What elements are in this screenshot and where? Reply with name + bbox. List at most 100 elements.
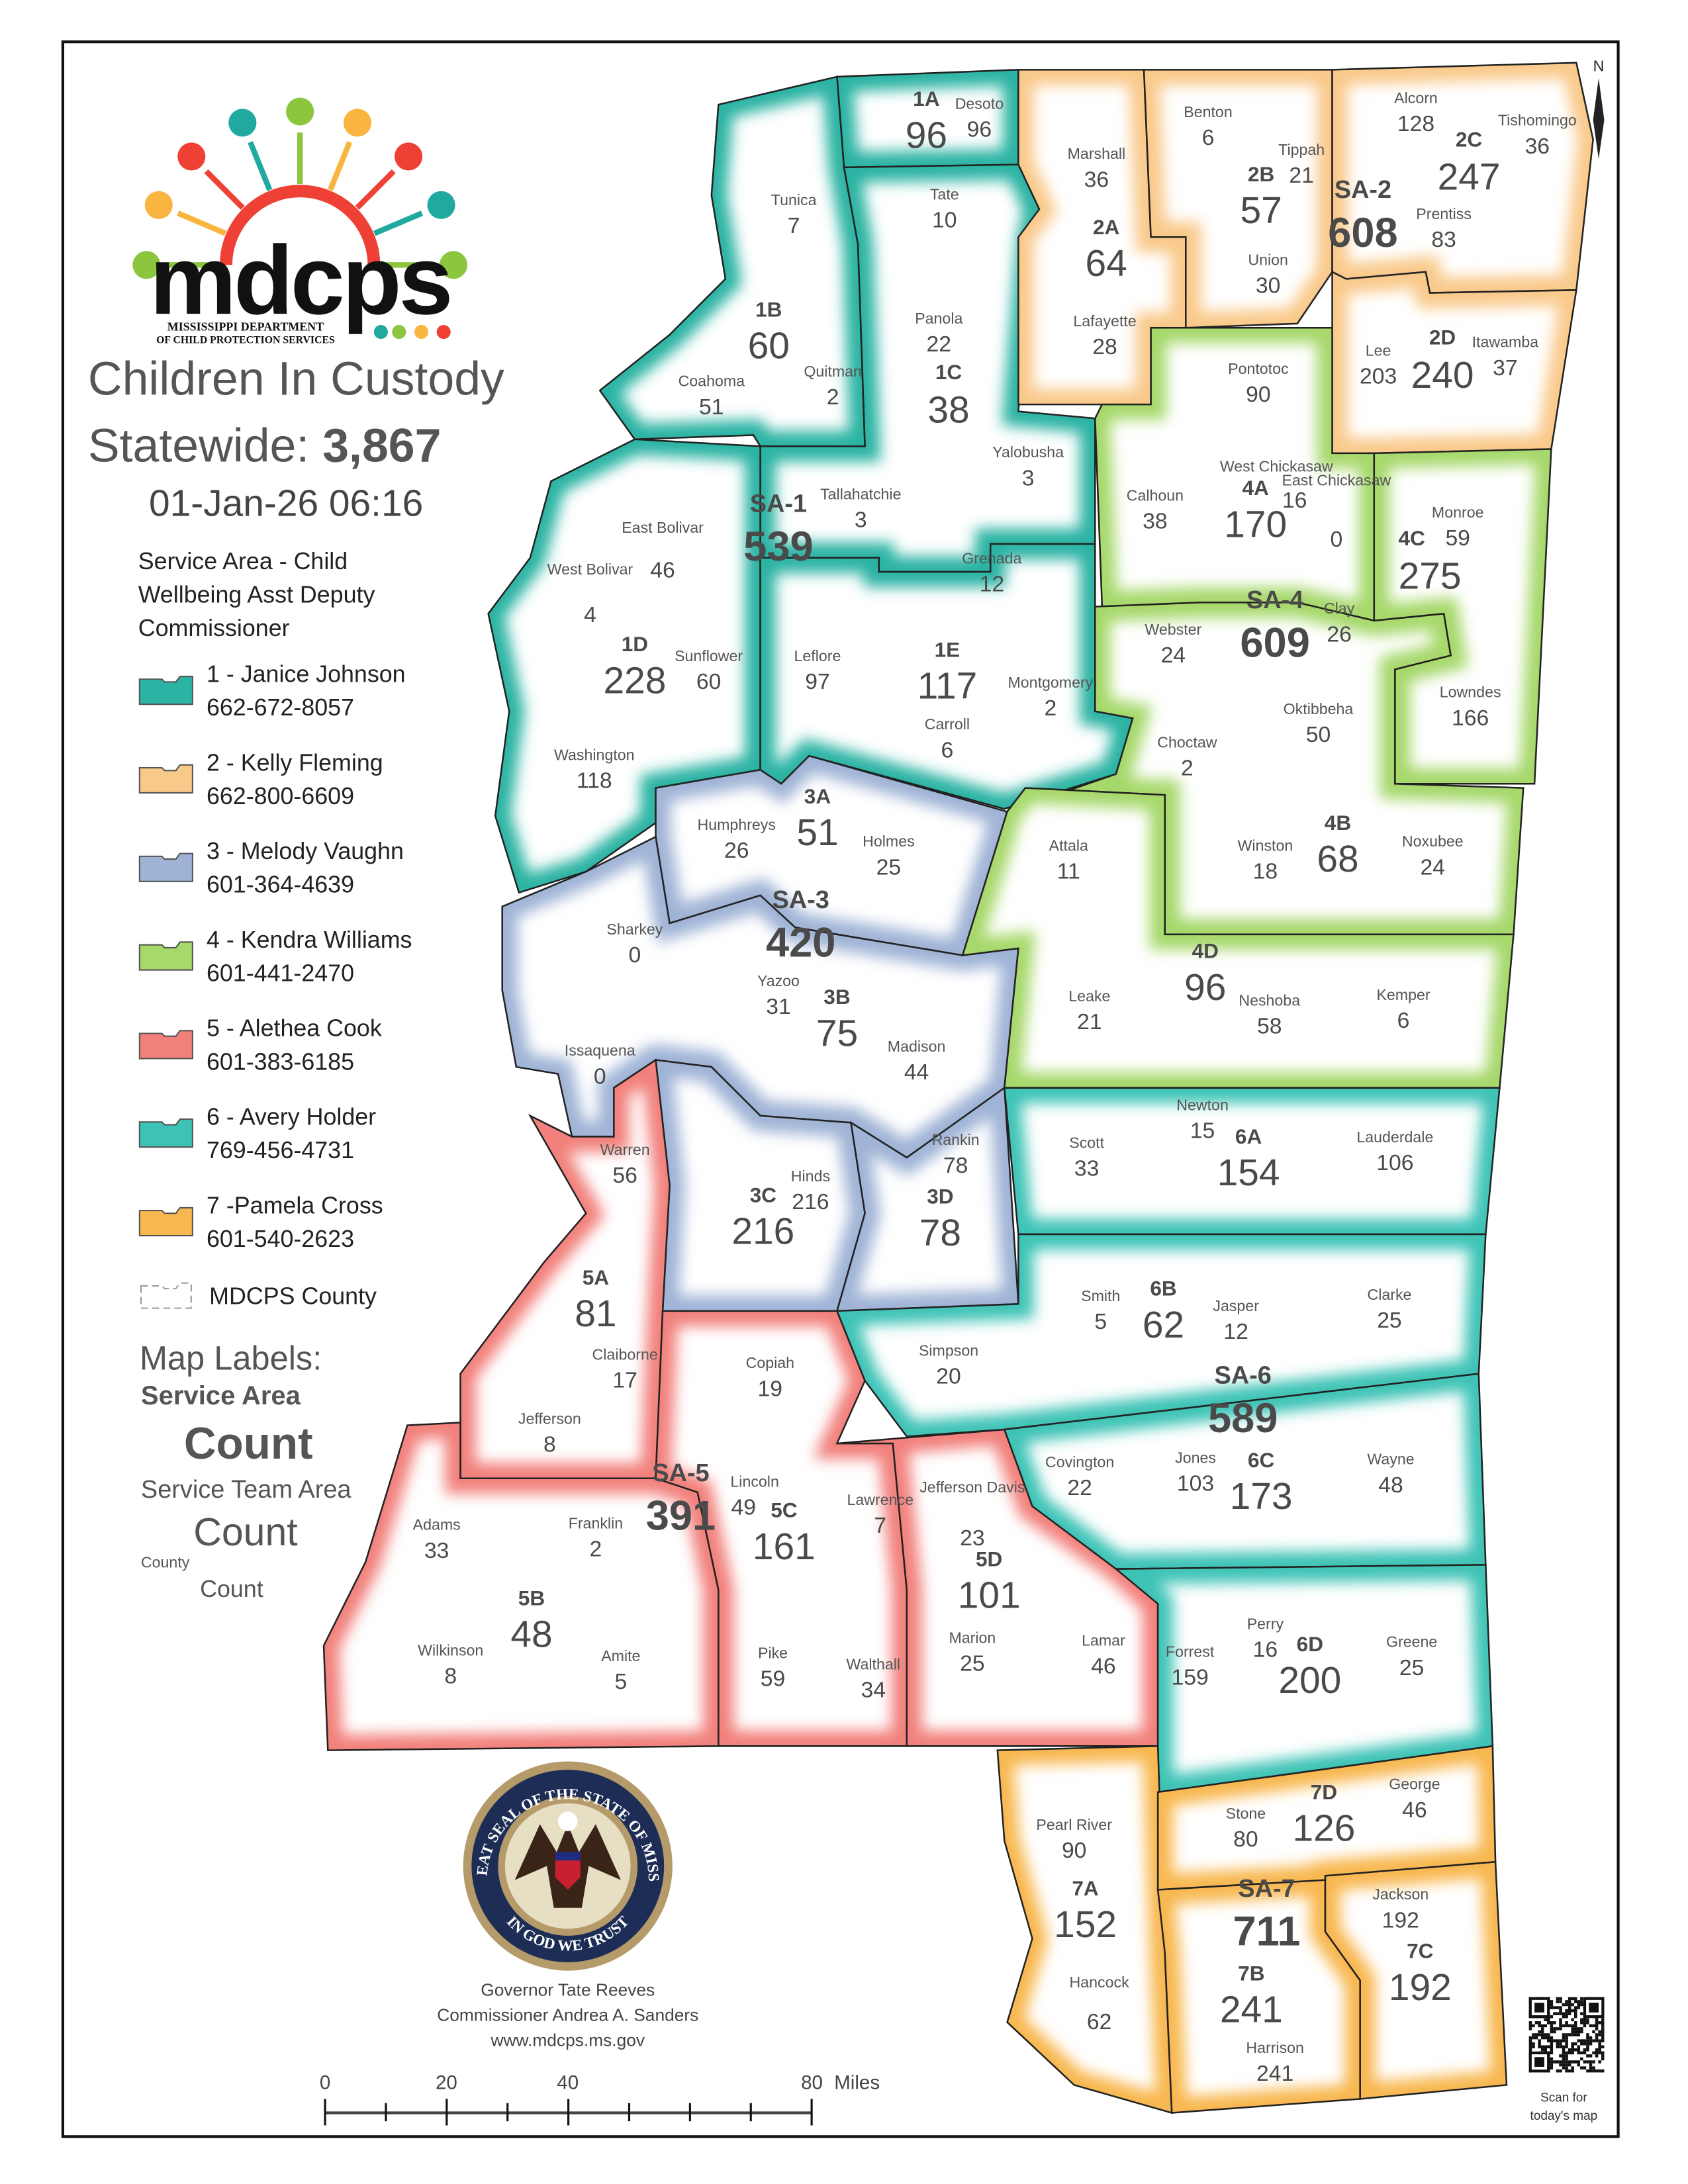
county-count: 25: [1399, 1655, 1425, 1680]
commissioner-name: Commissioner Andrea A. Sanders: [437, 2005, 698, 2025]
legend-service-area: Service Area: [141, 1381, 301, 1410]
team-area-code: 4A: [1242, 476, 1268, 500]
team-area-code: 7B: [1238, 1961, 1264, 1985]
county-count: 25: [1377, 1308, 1402, 1333]
county-name: Calhoun: [1127, 487, 1184, 504]
county-attala: Attala 11: [1049, 837, 1088, 884]
service-area-code: SA-1: [750, 490, 807, 518]
county-quitman: Quitman 2: [804, 363, 862, 410]
county-count: 2: [1045, 696, 1057, 721]
county-kemper: Kemper 6: [1376, 986, 1430, 1033]
region-4d: [961, 787, 1515, 1089]
page-title: Children In Custody: [88, 352, 504, 405]
county-count: 48: [1378, 1473, 1403, 1498]
legend-item-name: 6 - Avery Holder: [207, 1104, 376, 1130]
county-count: 26: [1327, 621, 1352, 647]
service-area-label-sa-3: SA-3 420: [766, 886, 835, 966]
county-pearl-river: Pearl River 90: [1036, 1816, 1112, 1863]
region-4c: [1373, 448, 1552, 785]
county-count: 3: [1022, 465, 1035, 490]
county-name: Tippah: [1278, 141, 1325, 158]
county-jasper: Jasper 12: [1213, 1297, 1259, 1344]
county-name: Harrison: [1246, 2039, 1304, 2056]
team-area-count: 78: [919, 1212, 961, 1254]
service-area-label-sa-7: SA-7 711: [1233, 1875, 1301, 1955]
county-count: 90: [1062, 1838, 1087, 1863]
team-area-code: 3C: [750, 1183, 776, 1206]
map-labels-heading: Map Labels:: [140, 1339, 322, 1377]
website-link[interactable]: www.mdcps.ms.gov: [490, 2030, 645, 2050]
county-rankin: Rankin 78: [932, 1131, 980, 1178]
legend-swatch: [138, 1206, 193, 1237]
county-calhoun: Calhoun 38: [1127, 487, 1184, 534]
county-count: 36: [1084, 167, 1109, 192]
service-area-count: 608: [1328, 210, 1397, 256]
county-count: 46: [1091, 1654, 1116, 1679]
legend-item-name: 7 -Pamela Cross: [207, 1192, 383, 1218]
region-1b: [598, 75, 866, 447]
county-holmes: Holmes 25: [863, 833, 915, 880]
county-name: Webster: [1145, 621, 1201, 638]
county-name: Forrest: [1166, 1643, 1215, 1660]
county-neshoba: Neshoba 58: [1239, 991, 1300, 1038]
county-marshall: Marshall 36: [1068, 145, 1126, 192]
county-count: 17: [612, 1368, 637, 1393]
county-name: Panola: [915, 310, 962, 327]
county-noxubee: Noxubee 24: [1402, 833, 1464, 880]
map-labels: Desoto 96 Tunica 7 Tate 10 Coahoma 51 Quitman 2 Pa…: [413, 87, 1577, 2086]
team-area-count: 170: [1224, 503, 1287, 545]
county-tate: Tate 10: [930, 185, 959, 232]
county-oktibbeha: Oktibbeha 50: [1284, 700, 1354, 747]
county-count: 46: [650, 557, 675, 582]
county-name: Tate: [930, 185, 959, 203]
county-count: 25: [876, 854, 902, 880]
service-area-code: SA-2: [1335, 176, 1391, 204]
county-clarke: Clarke 25: [1367, 1286, 1411, 1333]
county-name: Copiah: [746, 1354, 794, 1371]
legend-item-sa-1: 1 - Janice Johnson 662-672-8057: [138, 660, 406, 721]
county-count: 241: [1256, 2061, 1293, 2086]
county-count: 50: [1306, 722, 1331, 747]
county-count: 19: [758, 1376, 783, 1401]
county-smith: Smith 5: [1081, 1287, 1120, 1334]
county-name: Quitman: [804, 363, 862, 380]
county-count: 28: [1092, 334, 1117, 359]
legend-item-phone: 662-800-6609: [207, 783, 354, 809]
service-area-count: 539: [743, 523, 813, 570]
legend-swatch: [138, 1030, 193, 1060]
service-area-count: 589: [1208, 1395, 1278, 1441]
legend-item-name: 2 - Kelly Fleming: [207, 749, 383, 776]
county-count: 78: [943, 1153, 968, 1178]
county-name: Montgomery: [1008, 674, 1093, 691]
county-count: 44: [904, 1060, 929, 1085]
county-name: Jefferson Davis: [919, 1479, 1025, 1496]
county-union: Union 30: [1248, 251, 1288, 298]
county-name: Lafayette: [1073, 312, 1136, 330]
qr-code[interactable]: [1528, 1997, 1605, 2073]
county-name: Adams: [413, 1516, 461, 1533]
team-area-count: 81: [575, 1293, 616, 1335]
county-name: Benton: [1184, 103, 1232, 120]
county-name: Claiborne: [592, 1346, 658, 1363]
county-count: 46: [1402, 1797, 1427, 1823]
team-area-count: 38: [927, 389, 969, 432]
service-area-count: 391: [646, 1493, 716, 1539]
service-area-label-sa-1: SA-1 539: [743, 490, 813, 570]
county-name: Pike: [758, 1645, 788, 1662]
team-area-count: 96: [906, 114, 947, 156]
county-name: Lauderdale: [1356, 1128, 1433, 1146]
county-name: Lincoln: [730, 1473, 778, 1490]
team-area-count: 64: [1086, 242, 1127, 285]
county-count: 6: [1202, 125, 1215, 150]
team-area-count: 173: [1230, 1475, 1293, 1518]
county-name: Newton: [1176, 1096, 1229, 1113]
service-area-code: SA-4: [1246, 586, 1303, 614]
county-count: 16: [1282, 488, 1307, 513]
county-count: 2: [1181, 756, 1194, 781]
region-7d: [1156, 1745, 1497, 1891]
county-name: Madison: [888, 1038, 946, 1055]
county-count: 5: [1094, 1309, 1107, 1334]
county-washington: Washington 118: [554, 746, 635, 793]
